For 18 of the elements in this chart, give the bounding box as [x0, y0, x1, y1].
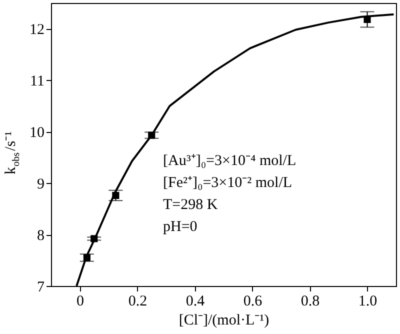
x-axis-title: [Cl⁻]/(mol·L⁻¹)	[178, 312, 270, 328]
y-axis-title: kobs/s⁻¹	[3, 131, 22, 174]
x-tick-label: 1.0	[358, 294, 378, 310]
annotation: T=298 K	[163, 197, 218, 213]
y-tick-label: 10	[30, 125, 44, 142]
y-tick-label: 7	[37, 280, 45, 296]
x-tick-label: 0.2	[128, 294, 148, 310]
y-tick-label: 9	[37, 176, 44, 193]
y-tick-label: 11	[30, 74, 44, 90]
annotation: [Au³⁺]₀=3×10⁻⁴ mol/L	[163, 153, 296, 169]
x-tick-label: 0.8	[300, 294, 320, 310]
x-tick-label: 0	[76, 294, 84, 310]
y-tick-label: 8	[37, 228, 44, 244]
annotation: [Fe²⁺]₀=3×10⁻² mol/L	[163, 175, 292, 191]
annotation: pH=0	[163, 219, 198, 235]
x-tick-label: 0.6	[243, 294, 263, 310]
x-tick-label: 0.4	[186, 294, 206, 310]
y-tick-label: 12	[30, 22, 44, 38]
